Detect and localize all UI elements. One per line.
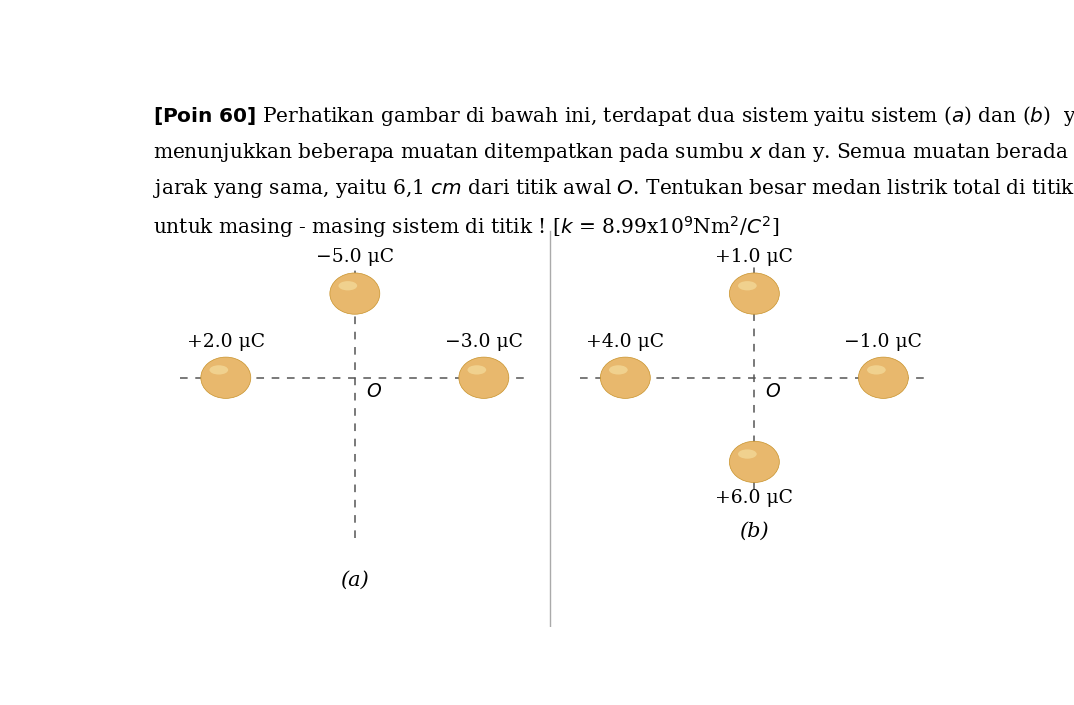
Ellipse shape bbox=[609, 365, 627, 374]
Text: +6.0 μC: +6.0 μC bbox=[715, 489, 794, 507]
Text: $O$: $O$ bbox=[765, 383, 781, 401]
Ellipse shape bbox=[867, 365, 886, 374]
Text: −1.0 μC: −1.0 μC bbox=[844, 333, 923, 350]
Text: +4.0 μC: +4.0 μC bbox=[586, 333, 665, 350]
Text: +1.0 μC: +1.0 μC bbox=[715, 248, 794, 266]
Ellipse shape bbox=[467, 365, 487, 374]
Ellipse shape bbox=[459, 357, 509, 398]
Text: −5.0 μC: −5.0 μC bbox=[316, 248, 394, 266]
Ellipse shape bbox=[209, 365, 228, 374]
Text: −3.0 μC: −3.0 μC bbox=[445, 333, 523, 350]
Ellipse shape bbox=[600, 357, 651, 398]
Text: +2.0 μC: +2.0 μC bbox=[187, 333, 265, 350]
Text: $O$: $O$ bbox=[365, 383, 381, 401]
Text: menunjukkan beberapa muatan ditempatkan pada sumbu $x$ dan y. Semua muatan berad: menunjukkan beberapa muatan ditempatkan … bbox=[153, 140, 1074, 164]
Ellipse shape bbox=[338, 281, 358, 290]
Ellipse shape bbox=[330, 273, 380, 314]
Text: untuk masing - masing sistem di titik ! [$k$ = 8.99x10$^9$Nm$^2$/$C^2$]: untuk masing - masing sistem di titik ! … bbox=[153, 214, 779, 240]
Text: (b): (b) bbox=[740, 522, 769, 541]
Ellipse shape bbox=[729, 441, 780, 482]
Ellipse shape bbox=[738, 449, 757, 459]
Ellipse shape bbox=[201, 357, 250, 398]
Text: jarak yang sama, yaitu 6,1 $cm$ dari titik awal $O$. Tentukan besar medan listri: jarak yang sama, yaitu 6,1 $cm$ dari tit… bbox=[153, 178, 1074, 200]
Ellipse shape bbox=[858, 357, 909, 398]
Ellipse shape bbox=[729, 273, 780, 314]
Ellipse shape bbox=[738, 281, 757, 290]
Text: $\bf{[Poin\ 60]}$ Perhatikan gambar di bawah ini, terdapat dua sistem yaitu sist: $\bf{[Poin\ 60]}$ Perhatikan gambar di b… bbox=[153, 104, 1074, 128]
Text: (a): (a) bbox=[340, 570, 369, 589]
